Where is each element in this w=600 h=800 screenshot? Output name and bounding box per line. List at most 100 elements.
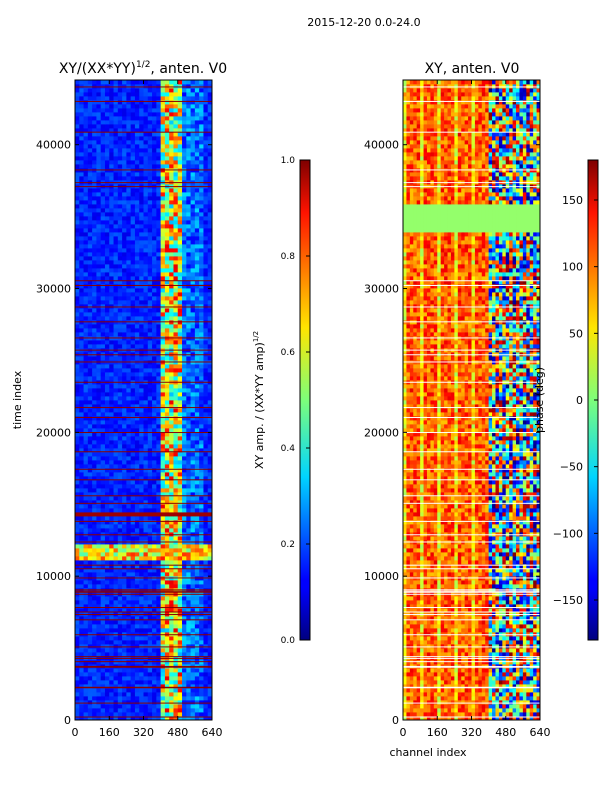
amplitude-cell — [113, 632, 119, 637]
amplitude-cell — [87, 532, 93, 537]
amplitude-cell — [139, 708, 144, 713]
amplitude-cell — [156, 104, 162, 109]
amplitude-cell — [160, 148, 166, 153]
amplitude-cell — [83, 160, 89, 165]
amplitude-cell — [122, 408, 127, 413]
amplitude-cell — [203, 224, 209, 229]
amplitude-cell — [113, 552, 119, 557]
amplitude-cell — [177, 304, 183, 309]
amplitude-cell — [134, 424, 140, 429]
amplitude-cell — [104, 236, 110, 241]
amplitude-cell — [130, 280, 136, 285]
amplitude-cell — [160, 568, 166, 573]
amplitude-cell — [92, 212, 97, 217]
amplitude-cell — [147, 112, 153, 117]
amplitude-cell — [177, 524, 183, 529]
amplitude-cell — [207, 672, 213, 677]
amplitude-cell — [194, 256, 200, 261]
amplitude-cell — [173, 512, 179, 517]
amplitude-cell — [160, 224, 166, 229]
amplitude-cell — [83, 268, 89, 273]
amplitude-cell — [207, 560, 213, 565]
amplitude-cell — [139, 504, 144, 509]
amplitude-cell — [130, 468, 136, 473]
amplitude-cell — [207, 432, 213, 437]
amplitude-cell — [134, 696, 140, 701]
amplitude-cell — [113, 136, 119, 141]
amplitude-cell — [160, 520, 166, 525]
amplitude-cell — [87, 96, 93, 101]
amplitude-cell — [92, 488, 97, 493]
amplitude-cell — [126, 384, 132, 389]
amplitude-cell — [139, 672, 144, 677]
amplitude-cell — [177, 152, 183, 157]
amplitude-cell — [79, 428, 84, 433]
amplitude-cell — [75, 672, 80, 677]
amplitude-cell — [113, 712, 119, 717]
amplitude-cell — [173, 680, 179, 685]
amplitude-cell — [156, 568, 162, 573]
amplitude-cell — [186, 628, 191, 633]
amplitude-cell — [104, 104, 110, 109]
amplitude-cell — [122, 604, 127, 609]
amplitude-cell — [139, 144, 144, 149]
amplitude-cell — [134, 280, 140, 285]
amplitude-cell — [152, 144, 157, 149]
amplitude-cell — [182, 216, 187, 221]
amplitude-cell — [207, 136, 213, 141]
amplitude-cell — [203, 264, 209, 269]
amplitude-cell — [122, 476, 127, 481]
amplitude-cell — [87, 652, 93, 657]
amplitude-cell — [75, 680, 80, 685]
amplitude-cell — [83, 396, 89, 401]
amplitude-cell — [152, 376, 157, 381]
amplitude-cell — [160, 564, 166, 569]
amplitude-cell — [79, 308, 84, 313]
amplitude-cell — [169, 668, 174, 673]
amplitude-cell — [122, 628, 127, 633]
amplitude-cell — [104, 164, 110, 169]
amplitude-cell — [147, 268, 153, 273]
amplitude-cell — [134, 148, 140, 153]
amplitude-cell — [164, 504, 170, 509]
amplitude-cell — [75, 304, 80, 309]
amplitude-cell — [177, 564, 183, 569]
amplitude-cell — [207, 120, 213, 125]
amplitude-cell — [87, 264, 93, 269]
amplitude-cell — [199, 420, 204, 425]
amplitude-cell — [109, 192, 114, 197]
amplitude-cell — [92, 484, 97, 489]
amplitude-cell — [182, 680, 187, 685]
amplitude-cell — [152, 308, 157, 313]
amplitude-cell — [92, 492, 97, 497]
amplitude-cell — [199, 152, 204, 157]
amplitude-cell — [186, 408, 191, 413]
amplitude-cell — [134, 640, 140, 645]
amplitude-cell — [186, 208, 191, 213]
amplitude-cell — [160, 400, 166, 405]
amplitude-cell — [100, 112, 106, 117]
amplitude-cell — [203, 596, 209, 601]
amplitude-cell — [104, 364, 110, 369]
amplitude-cell — [164, 140, 170, 145]
amplitude-cell — [117, 444, 123, 449]
amplitude-cell — [113, 160, 119, 165]
amplitude-cell — [134, 616, 140, 621]
amplitude-cell — [104, 624, 110, 629]
amplitude-cell — [96, 700, 102, 705]
amplitude-cell — [173, 392, 179, 397]
amplitude-cell — [190, 564, 196, 569]
amplitude-cell — [147, 352, 153, 357]
amplitude-cell — [186, 240, 191, 245]
amplitude-cell — [194, 284, 200, 289]
amplitude-cell — [113, 512, 119, 517]
amplitude-cell — [169, 640, 174, 645]
amplitude-cell — [96, 608, 102, 613]
amplitude-cell — [190, 704, 196, 709]
amplitude-cell — [147, 316, 153, 321]
amplitude-cell — [75, 392, 80, 397]
amplitude-cell — [147, 364, 153, 369]
amplitude-cell — [173, 412, 179, 417]
amplitude-cell — [194, 636, 200, 641]
amplitude-cell — [117, 288, 123, 293]
